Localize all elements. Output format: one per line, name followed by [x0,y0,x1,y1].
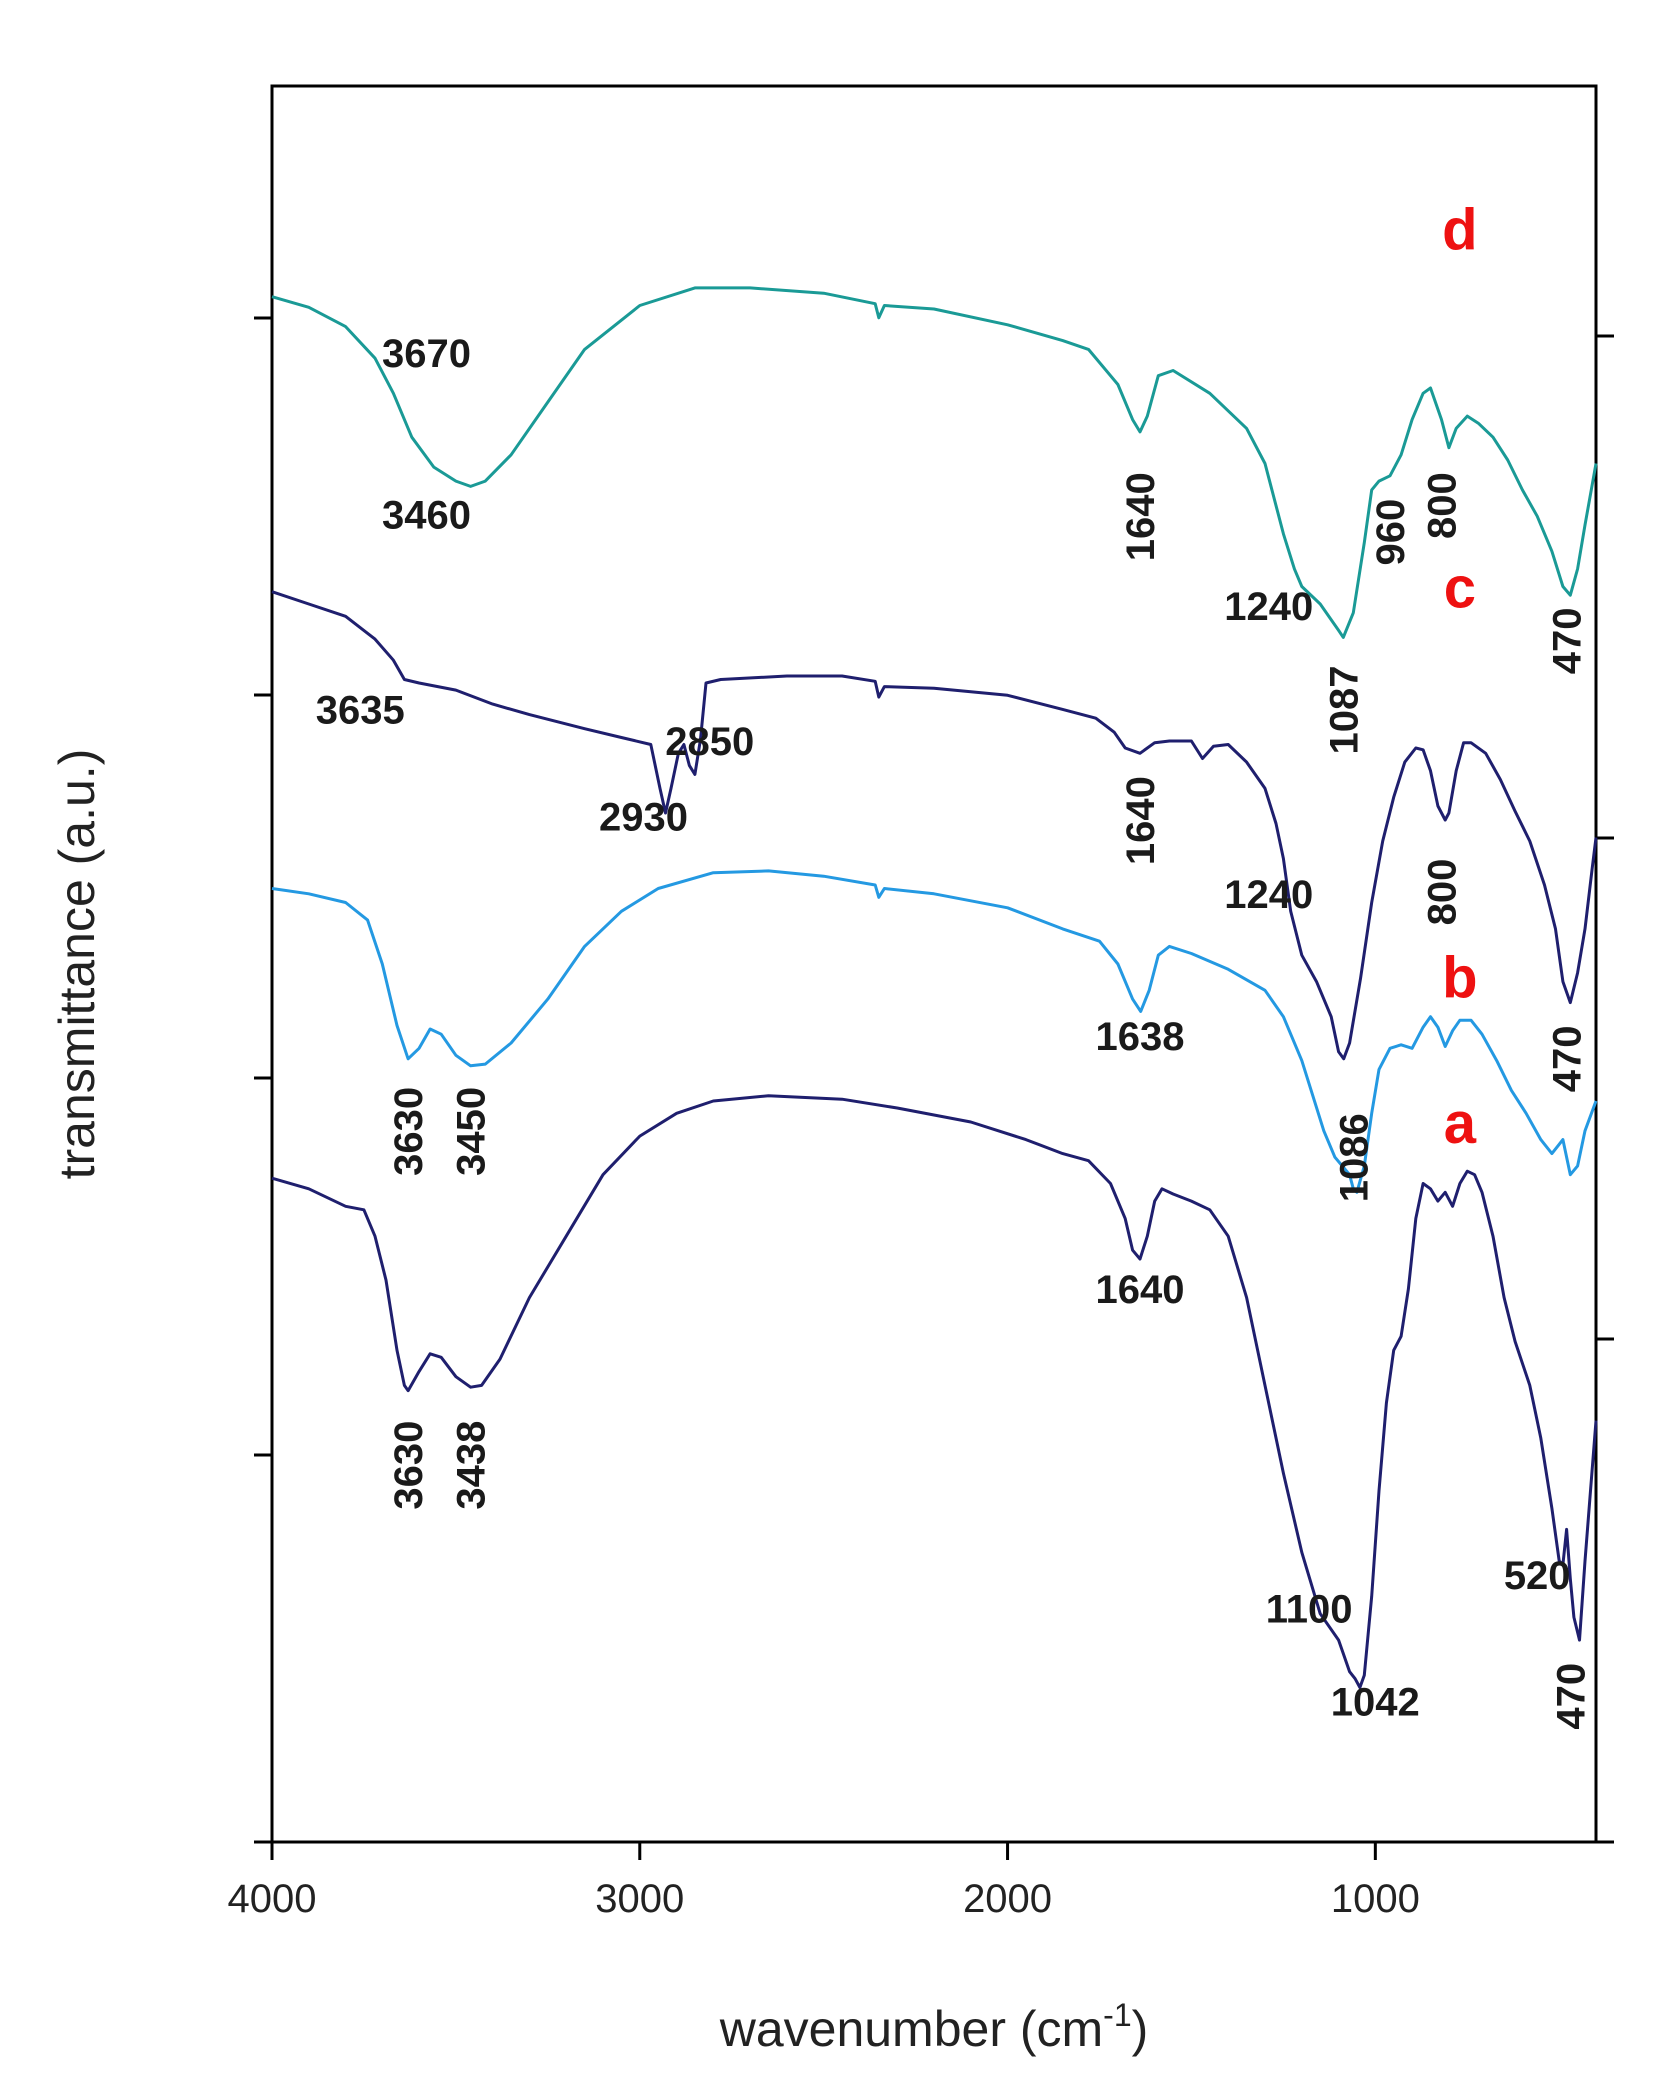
peak-label: 470 [1546,608,1590,675]
series-letter-a: a [1444,1091,1477,1156]
series-line-d [271,286,1598,639]
peak-label: 1240 [1224,873,1313,917]
peak-label: 1240 [1224,585,1313,629]
peak-label: 1640 [1119,776,1163,865]
plot-frame [270,84,1598,1844]
peak-label: 3630 [387,1087,431,1176]
peak-label: 1638 [1096,1015,1185,1059]
peak-label: 3630 [387,1421,431,1510]
series-letter-c: c [1444,556,1476,621]
peak-label: 1042 [1331,1681,1420,1725]
peak-label: 960 [1369,499,1413,566]
series-letter-b: b [1442,945,1477,1010]
x-axis-label: wavenumber (cm-1) [719,1997,1149,2057]
series-line-a [271,1094,1598,1689]
series-line-b [271,869,1598,1194]
peak-label: 470 [1546,1026,1590,1093]
series-letters: d c b a [1442,197,1477,1156]
peak-label: 520 [1504,1554,1571,1598]
y-axis-right-ticks [1596,334,1614,1844]
peak-label: 3438 [450,1421,494,1510]
peak-label: 800 [1421,859,1465,926]
series-layer [271,286,1598,1689]
peak-label: 800 [1421,472,1465,539]
peak-label: 1640 [1119,472,1163,561]
x-axis-ticks: 4000 3000 2000 1000 [228,1842,1420,1921]
peak-label: 3460 [382,494,471,538]
x-tick-label: 2000 [963,1877,1052,1921]
peak-label: 2850 [665,720,754,764]
x-tick-label: 1000 [1331,1877,1420,1921]
peak-label: 3450 [450,1087,494,1176]
y-axis-left-ticks [254,316,272,1844]
peak-label: 3670 [382,332,471,376]
series-letter-d: d [1442,197,1477,262]
series-line-c [271,590,1598,1061]
peak-label: 2930 [599,796,688,840]
peak-label: 1640 [1096,1268,1185,1312]
x-tick-label: 4000 [228,1877,317,1921]
y-axis-label: transmittance (a.u.) [49,749,105,1180]
peak-label: 470 [1549,1663,1593,1730]
peak-label: 1086 [1332,1113,1376,1202]
peak-label: 1087 [1322,666,1366,755]
x-tick-label: 3000 [595,1877,684,1921]
peak-label: 1100 [1266,1588,1353,1632]
peak-label: 3635 [316,688,405,732]
